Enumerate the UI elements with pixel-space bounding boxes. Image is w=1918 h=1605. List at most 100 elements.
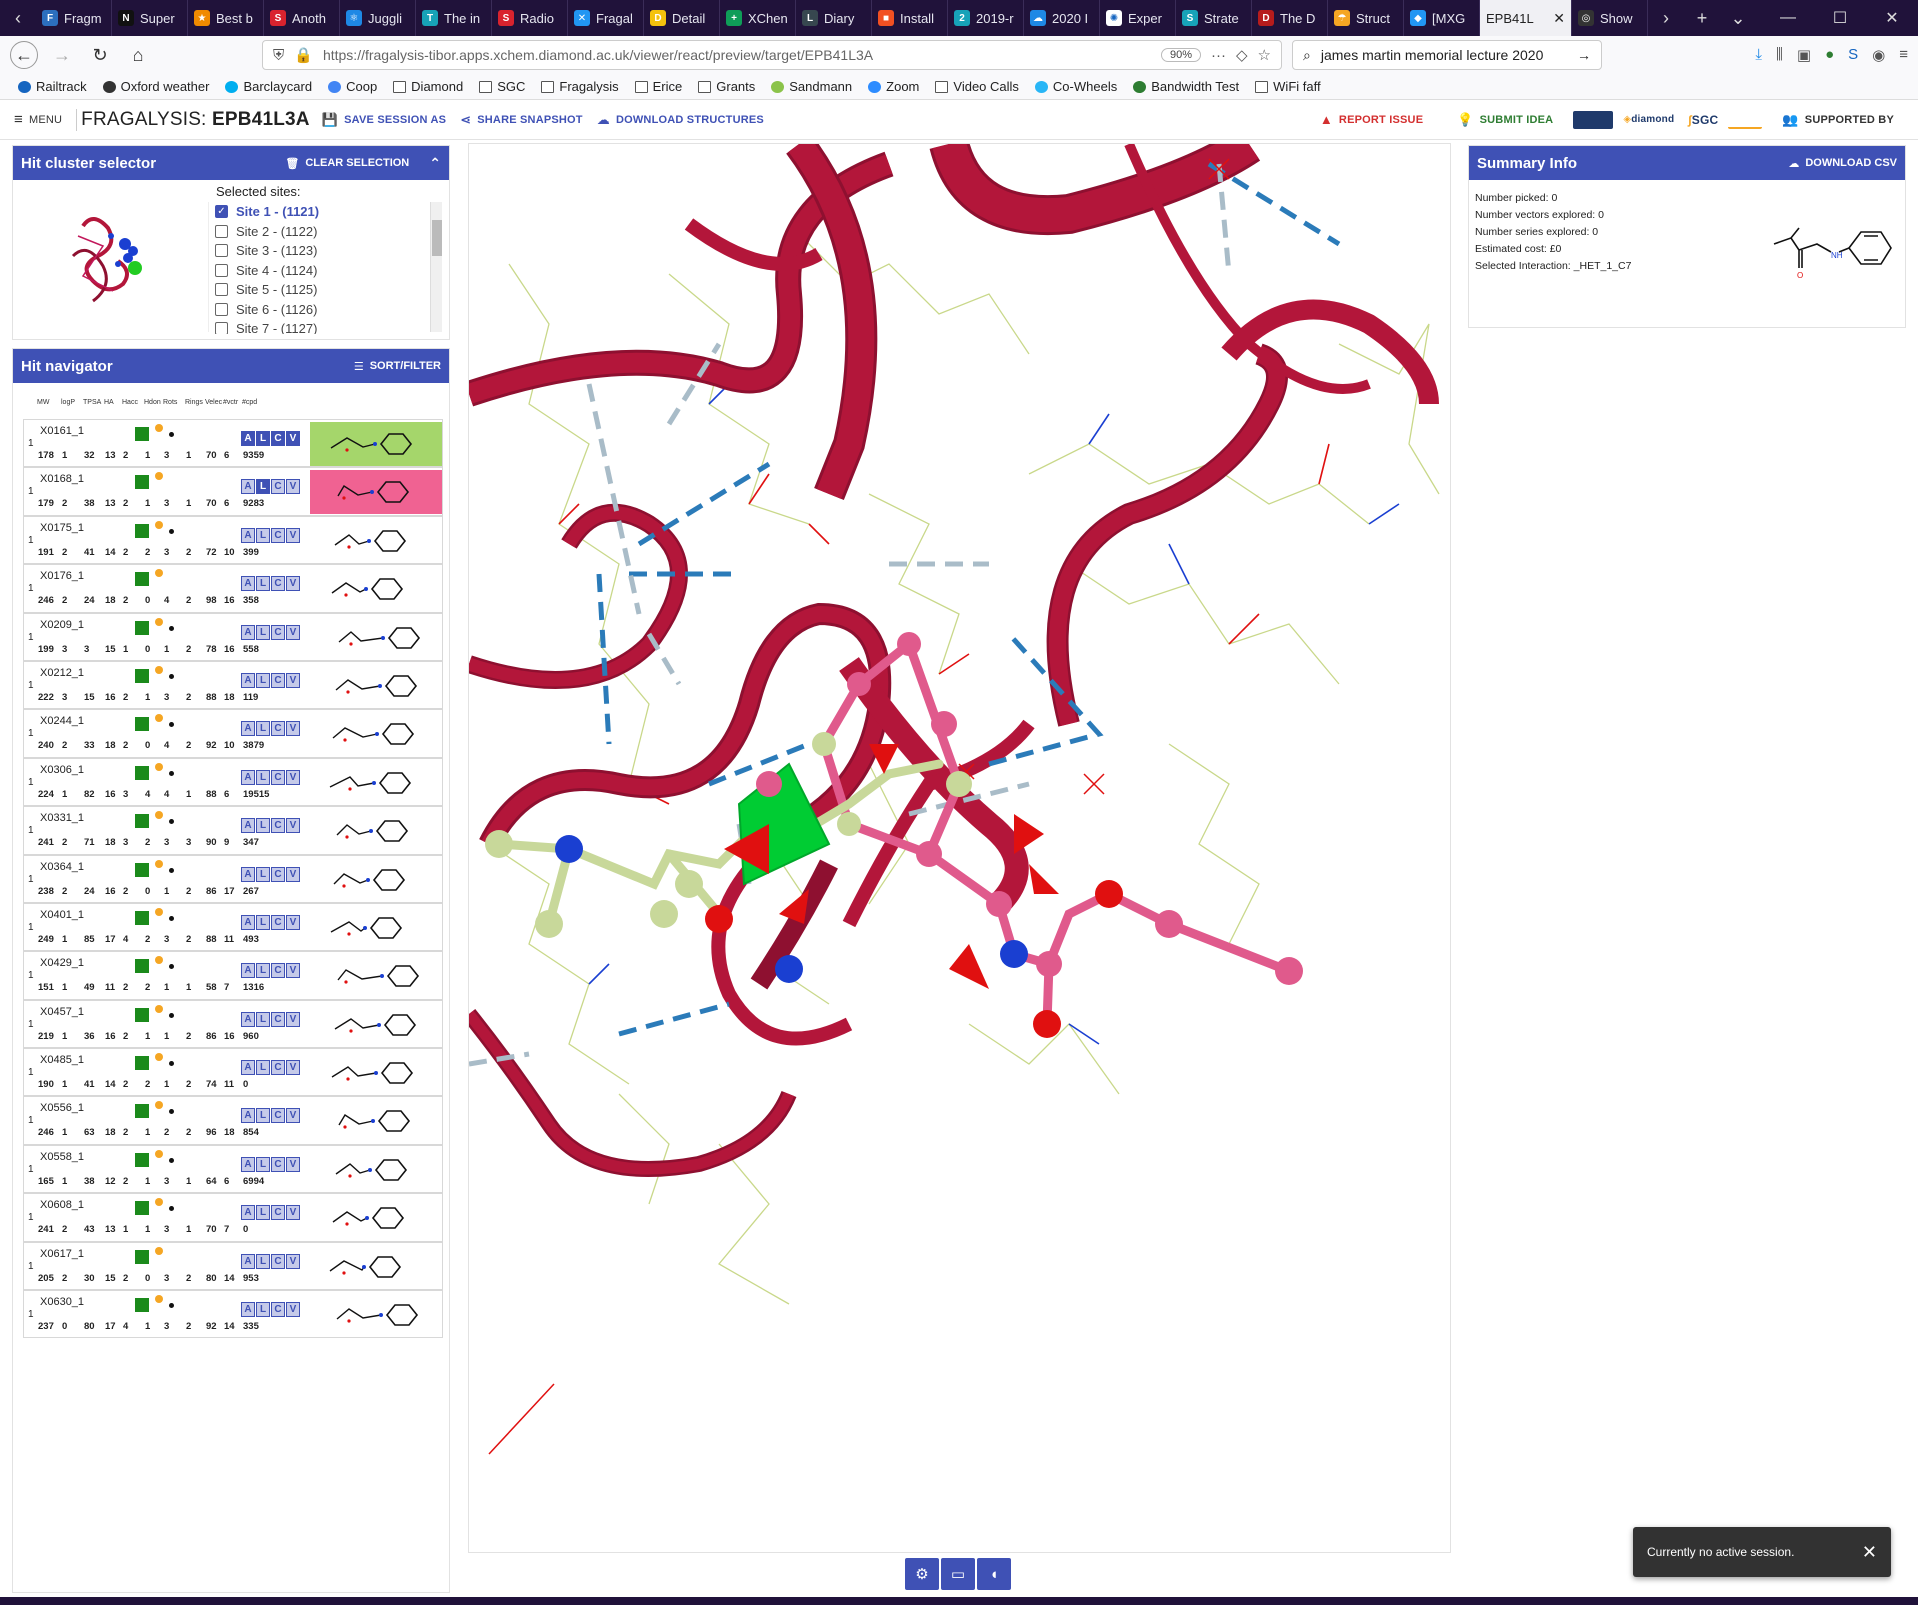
hit-row[interactable]: 1 X0306_1 224 1 82 16 3 4 4 1 88 6 19515 A L C V <box>23 757 443 807</box>
alcv-toggle-button[interactable]: A <box>241 672 255 688</box>
site-checkbox[interactable] <box>215 322 228 334</box>
alcv-toggle-button[interactable]: A <box>241 1108 255 1124</box>
alcv-toggle-button[interactable]: V <box>286 527 300 543</box>
alcv-toggle-button[interactable]: C <box>271 1205 285 1221</box>
bookmark-item[interactable]: Co-Wheels <box>1034 79 1117 94</box>
hit-row[interactable]: 1 X0364_1 238 2 24 16 2 0 1 2 86 17 267 A L C V <box>23 854 443 903</box>
alcv-toggle-button[interactable]: A <box>241 431 255 446</box>
hit-molecule-thumbnail[interactable] <box>310 422 442 466</box>
site-item[interactable]: Site 5 - (1125) <box>209 280 433 300</box>
download-csv-button[interactable]: ☁ DOWNLOAD CSV <box>1788 157 1897 170</box>
site-item[interactable]: Site 6 - (1126) <box>209 300 433 320</box>
hit-row[interactable]: 1 X0168_1 179 2 38 13 2 1 3 1 70 6 9283 A L C V <box>23 467 443 516</box>
hit-molecule-thumbnail[interactable] <box>310 1148 442 1192</box>
hit-row[interactable]: 1 X0212_1 222 3 15 16 2 1 3 2 88 18 119 A L C V <box>23 660 443 710</box>
collapse-icon[interactable]: ⌃ <box>429 154 441 171</box>
hit-row[interactable]: 1 X0429_1 151 1 49 11 2 2 1 1 58 7 1316 A L C V <box>23 951 443 1000</box>
browser-tab[interactable]: T The in <box>416 0 492 36</box>
alcv-toggle-button[interactable]: A <box>241 866 255 882</box>
hit-row[interactable]: 1 X0209_1 199 3 3 15 1 0 1 2 78 16 558 A L C V <box>23 612 443 661</box>
bookmark-item[interactable]: Fragalysis <box>541 79 619 94</box>
hit-toggle-square[interactable] <box>135 1249 149 1264</box>
alcv-toggle-button[interactable]: L <box>256 479 270 495</box>
column-header[interactable]: MW <box>37 399 50 406</box>
alcv-toggle-button[interactable]: C <box>271 1060 285 1076</box>
browser-tab[interactable]: ☂ Struct <box>1328 0 1404 36</box>
alcv-toggle-button[interactable]: C <box>271 818 285 834</box>
hit-toggle-square[interactable] <box>135 1104 149 1119</box>
alcv-toggle-button[interactable]: V <box>286 1302 300 1318</box>
site-list-scrollbar[interactable] <box>430 202 442 332</box>
alcv-toggle-button[interactable]: L <box>256 1205 270 1221</box>
browser-tab[interactable]: ✕ Fragal <box>568 0 644 36</box>
alcv-toggle-button[interactable]: C <box>271 431 285 446</box>
search-input[interactable]: james martin memorial lecture 2020 <box>1320 47 1544 63</box>
hit-toggle-square[interactable] <box>135 814 149 829</box>
browser-tab[interactable]: EPB41L ✕ <box>1480 0 1572 36</box>
hit-code[interactable]: X0364_1 <box>40 860 85 873</box>
alcv-toggle-button[interactable]: C <box>271 624 285 640</box>
new-tab-icon[interactable]: + <box>1696 7 1708 28</box>
alcv-toggle-button[interactable]: V <box>286 721 300 737</box>
tab-scroll-right-icon[interactable]: › <box>1663 7 1669 28</box>
close-window-icon[interactable]: ✕ <box>1885 10 1899 27</box>
hit-molecule-thumbnail[interactable] <box>310 1003 442 1047</box>
browser-tab[interactable]: ■ Install <box>872 0 948 36</box>
skype-icon[interactable]: S <box>1848 46 1859 63</box>
alcv-toggle-button[interactable]: A <box>241 1011 255 1027</box>
hit-code[interactable]: X0608_1 <box>40 1199 85 1212</box>
alcv-toggle-button[interactable]: V <box>286 1156 300 1172</box>
alcv-toggle-button[interactable]: C <box>271 576 285 592</box>
alcv-toggle-button[interactable]: A <box>241 479 255 495</box>
browser-tab[interactable]: ★ Best b <box>188 0 264 36</box>
bookmark-item[interactable]: Oxford weather <box>102 79 209 94</box>
hit-row[interactable]: 1 X0244_1 240 2 33 18 2 0 4 2 92 10 3879 A L C V <box>23 709 443 758</box>
supported-by-button[interactable]: 👥 SUPPORTED BY <box>1782 112 1894 128</box>
browser-tab[interactable]: S Radio <box>492 0 568 36</box>
submit-idea-button[interactable]: 💡 SUBMIT IDEA <box>1457 112 1553 128</box>
site-item[interactable]: Site 4 - (1124) <box>209 261 433 281</box>
alcv-toggle-button[interactable]: A <box>241 914 255 930</box>
alcv-toggle-button[interactable]: A <box>241 1156 255 1172</box>
hit-toggle-square[interactable] <box>135 572 149 587</box>
alcv-toggle-button[interactable]: L <box>256 1060 270 1076</box>
column-header[interactable]: Rings <box>185 399 203 406</box>
hit-code[interactable]: X0556_1 <box>40 1102 85 1115</box>
alcv-toggle-button[interactable]: V <box>286 1108 300 1124</box>
hit-molecule-thumbnail[interactable] <box>310 906 442 950</box>
alcv-toggle-button[interactable]: C <box>271 721 285 737</box>
alcv-toggle-button[interactable]: V <box>286 1205 300 1221</box>
report-issue-button[interactable]: ▲ REPORT ISSUE <box>1320 112 1423 127</box>
alcv-toggle-button[interactable]: L <box>256 914 270 930</box>
save-session-button[interactable]: 💾 SAVE SESSION AS <box>322 112 446 128</box>
hit-molecule-thumbnail[interactable] <box>310 954 442 998</box>
alcv-toggle-button[interactable]: V <box>286 1060 300 1076</box>
hit-code[interactable]: X0244_1 <box>40 715 85 728</box>
browser-tab[interactable]: D Detail <box>644 0 720 36</box>
hit-molecule-thumbnail[interactable] <box>310 858 442 902</box>
hit-toggle-square[interactable] <box>135 620 149 635</box>
hit-toggle-square[interactable] <box>135 1152 149 1167</box>
site-item[interactable]: Site 3 - (1123) <box>209 241 433 261</box>
extension-icon[interactable]: ● <box>1825 46 1835 63</box>
alcv-toggle-button[interactable]: V <box>286 914 300 930</box>
gear-icon[interactable]: ⚙ <box>905 1558 939 1590</box>
alcv-toggle-button[interactable]: C <box>271 963 285 979</box>
alcv-toggle-button[interactable]: C <box>271 1011 285 1027</box>
bookmark-item[interactable]: Coop <box>328 79 377 94</box>
hit-row[interactable]: 1 X0161_1 178 1 32 13 2 1 3 1 70 6 9359 A L C V <box>23 419 443 468</box>
bookmark-item[interactable]: SGC <box>479 79 525 94</box>
alcv-toggle-button[interactable]: C <box>271 1302 285 1318</box>
alcv-toggle-button[interactable]: C <box>271 769 285 785</box>
ligand[interactable] <box>485 632 1303 1038</box>
molecule-viewer[interactable] <box>468 143 1451 1553</box>
search-go-icon[interactable]: → <box>1577 47 1591 63</box>
alcv-toggle-button[interactable]: L <box>256 1253 270 1269</box>
hit-code[interactable]: X0175_1 <box>40 521 85 534</box>
alcv-toggle-button[interactable]: V <box>286 866 300 882</box>
hit-toggle-square[interactable] <box>135 1056 149 1071</box>
menu-button[interactable]: ≡ MENU <box>14 111 62 128</box>
protein-thumbnail[interactable] <box>63 206 158 311</box>
hit-molecule-thumbnail[interactable] <box>310 1051 442 1095</box>
hit-toggle-square[interactable] <box>135 668 149 683</box>
